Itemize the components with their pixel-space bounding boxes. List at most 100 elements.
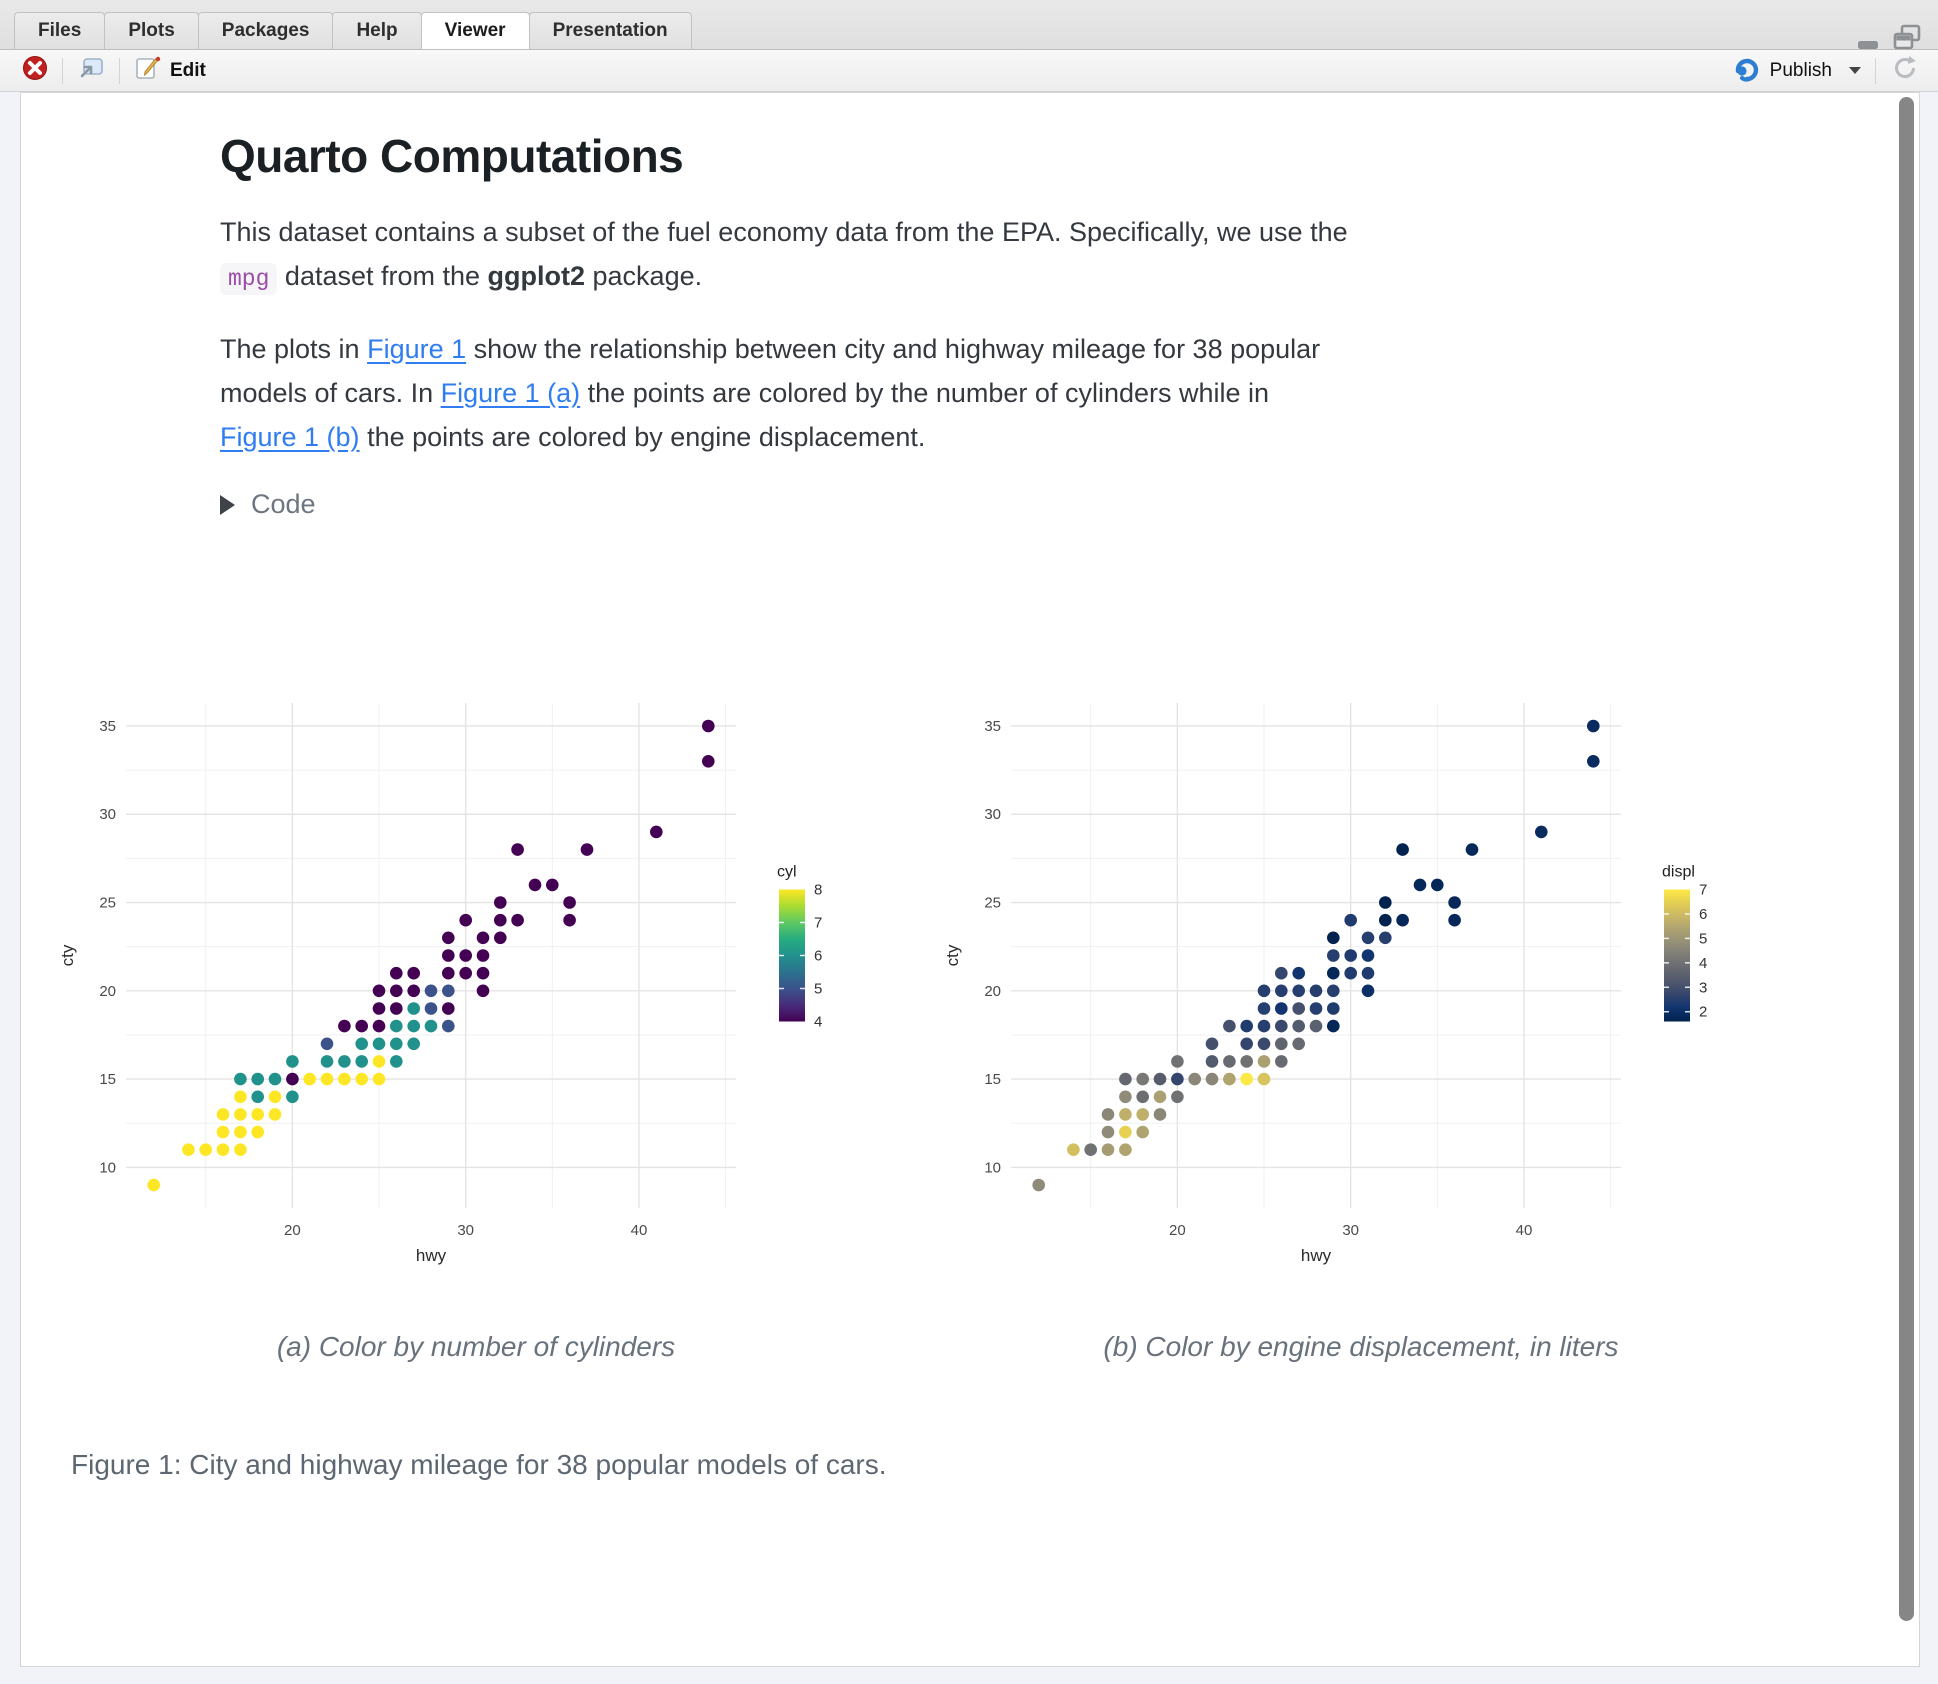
scatter-point [234, 1125, 247, 1139]
scatter-point [1275, 966, 1288, 980]
y-tick-label: 30 [984, 806, 1001, 823]
refresh-button[interactable] [1882, 49, 1928, 93]
scatter-plot-displ: 10 15 20 25 30 35 20 30 40 hwy cty displ 7 6 5 4 3 2 [936, 691, 1786, 1266]
scatter-point [476, 966, 490, 980]
scatter-point [442, 1019, 455, 1033]
scatter-point [390, 984, 403, 998]
scatter-point [1448, 913, 1461, 927]
scatter-point [1344, 949, 1357, 962]
scatter-plot-cyl: 10 15 20 25 30 35 20 30 40 hwy cty cyl 8 7 6 5 4 [51, 691, 901, 1266]
scatter-point [1309, 1019, 1323, 1033]
scatter-point [1275, 1019, 1288, 1033]
scatter-point [1413, 878, 1427, 892]
figure-link[interactable]: Figure 1 (b) [220, 422, 360, 452]
maximize-pane-icon[interactable] [1892, 24, 1922, 57]
scatter-point [303, 1072, 316, 1086]
legend-title: cyl [777, 864, 797, 881]
scatter-point [1032, 1178, 1045, 1192]
tab-help[interactable]: Help [332, 12, 422, 49]
paragraph-dataset: This dataset contains a subset of the fu… [220, 210, 1348, 301]
y-axis-title: cty [943, 944, 962, 966]
scatter-point [1119, 1072, 1132, 1086]
scatter-point [1275, 1055, 1288, 1068]
scatter-point [338, 1055, 351, 1068]
scatter-point [459, 949, 473, 962]
scatter-point [1257, 1072, 1271, 1086]
scatter-point [355, 1037, 369, 1051]
scatter-point [1257, 1055, 1271, 1068]
scatter-point [528, 878, 542, 892]
scatter-point [1153, 1072, 1167, 1086]
edit-pencil-icon [134, 54, 162, 87]
y-tick-label: 20 [984, 983, 1001, 1000]
scatter-point [338, 1072, 351, 1086]
scatter-point [1361, 949, 1375, 962]
minimize-pane-icon[interactable] [1856, 30, 1882, 57]
scatter-point [1257, 1002, 1271, 1015]
scatter-point [1292, 1002, 1305, 1015]
scatter-point [1223, 1055, 1236, 1068]
scatter-point [1205, 1055, 1219, 1068]
scatter-point [216, 1125, 230, 1139]
toolbar-separator [119, 57, 120, 84]
y-tick-label: 15 [99, 1071, 116, 1088]
scatter-point [1379, 913, 1392, 927]
tab-files[interactable]: Files [14, 12, 106, 49]
publish-icon [1732, 54, 1762, 88]
scatter-point [494, 896, 507, 909]
scatter-point [372, 1072, 386, 1086]
code-disclosure-toggle[interactable]: Code [220, 489, 1348, 520]
scatter-point [494, 931, 507, 945]
scatter-point [563, 896, 576, 909]
scatter-point [1327, 1002, 1340, 1015]
tab-plots[interactable]: Plots [104, 12, 199, 49]
scatter-point [424, 1019, 438, 1033]
bold-text: ggplot2 [487, 261, 586, 291]
scatter-point [1171, 1072, 1184, 1086]
scatter-point [1292, 966, 1305, 980]
popout-button[interactable] [69, 51, 113, 91]
scatter-point [1136, 1125, 1149, 1139]
publish-button[interactable]: Publish [1724, 50, 1869, 92]
scatter-point [1292, 984, 1305, 998]
rendered-document: Quarto Computations This dataset contain… [20, 92, 1920, 1667]
figure-link[interactable]: Figure 1 [367, 334, 467, 364]
legend-tick-label: 4 [1699, 955, 1707, 972]
scatter-point [1327, 1019, 1340, 1033]
edit-button[interactable]: Edit [126, 50, 214, 91]
figure-link[interactable]: Figure 1 (a) [440, 378, 581, 408]
pane-tab-bar: Files Plots Packages Help Viewer Presentation [0, 0, 1938, 50]
publish-dropdown-caret [1849, 67, 1861, 74]
x-tick-label: 30 [457, 1222, 474, 1239]
scatter-point [268, 1108, 282, 1121]
scatter-point [580, 843, 594, 856]
scatter-point [563, 913, 576, 927]
scatter-point [355, 1072, 369, 1086]
tab-presentation[interactable]: Presentation [528, 12, 692, 49]
x-axis-title: hwy [1301, 1246, 1332, 1265]
scatter-point [390, 966, 403, 980]
scatter-point [1240, 1037, 1253, 1051]
scatter-point [1379, 896, 1392, 909]
tab-viewer[interactable]: Viewer [420, 12, 530, 49]
scatter-point [1119, 1090, 1132, 1104]
scatter-point [234, 1072, 247, 1086]
legend-tick-label: 6 [1699, 906, 1707, 923]
page-title: Quarto Computations [220, 130, 684, 182]
scatter-point [407, 1019, 421, 1033]
scatter-point [1587, 755, 1600, 768]
vertical-scrollbar[interactable] [1899, 97, 1914, 1621]
legend-colorbar [1664, 889, 1690, 1022]
scatter-point [1223, 1019, 1236, 1033]
scatter-point [1171, 1090, 1184, 1104]
y-axis-title: cty [58, 944, 77, 966]
y-tick-label: 25 [984, 895, 1001, 912]
y-tick-label: 10 [99, 1159, 116, 1176]
scatter-point [1396, 913, 1409, 927]
stop-button[interactable] [14, 51, 56, 91]
scatter-point [1257, 1037, 1271, 1051]
tab-packages[interactable]: Packages [197, 12, 334, 49]
scatter-point [1119, 1108, 1132, 1121]
scatter-point [1188, 1072, 1201, 1086]
scatter-point [459, 966, 473, 980]
